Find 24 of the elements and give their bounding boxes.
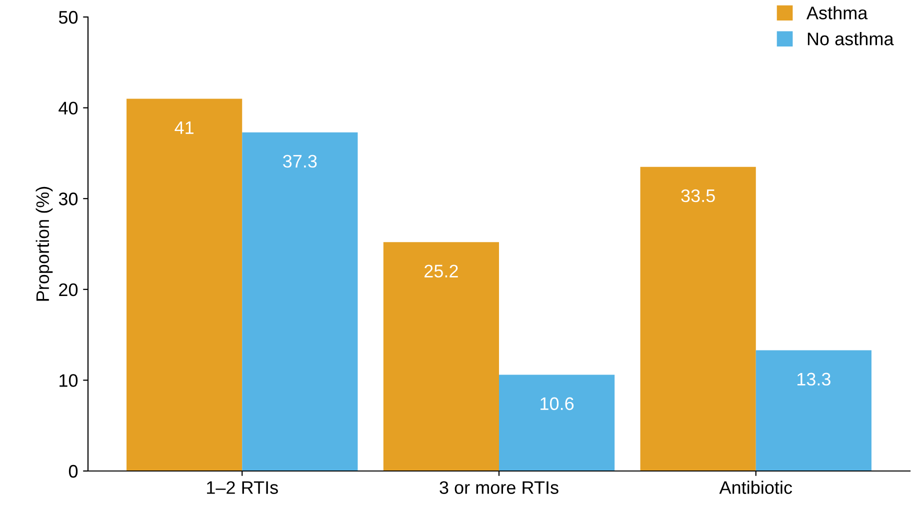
data-label: 41 (174, 121, 194, 134)
x-tick-label: Antibiotic (719, 480, 792, 494)
data-label: 33.5 (681, 189, 715, 202)
bar (499, 374, 615, 471)
data-label: 25.2 (424, 264, 458, 278)
bar (242, 132, 358, 471)
bar (756, 350, 872, 471)
bar (640, 166, 756, 471)
y-tick-label: 50 (58, 10, 78, 24)
y-tick-label: 10 (60, 374, 78, 387)
x-tick-label: 3 or more RTIs (440, 481, 558, 494)
x-tick-label: 1–2 RTIs (207, 481, 278, 494)
bar (383, 242, 499, 471)
data-label: 13.3 (797, 372, 830, 386)
data-label: 10.6 (540, 397, 574, 410)
legend-label: Asthma (806, 6, 868, 20)
y-tick-label: 0 (68, 464, 78, 478)
y-tick-label: 20 (59, 283, 78, 296)
data-label: 37.3 (283, 154, 317, 168)
bar (126, 98, 242, 471)
y-axis-title: Proportion (%) (36, 186, 53, 301)
legend-label: No asthma (808, 32, 894, 46)
y-tick-label: 30 (58, 192, 78, 206)
y-tick-label: 40 (58, 102, 78, 115)
